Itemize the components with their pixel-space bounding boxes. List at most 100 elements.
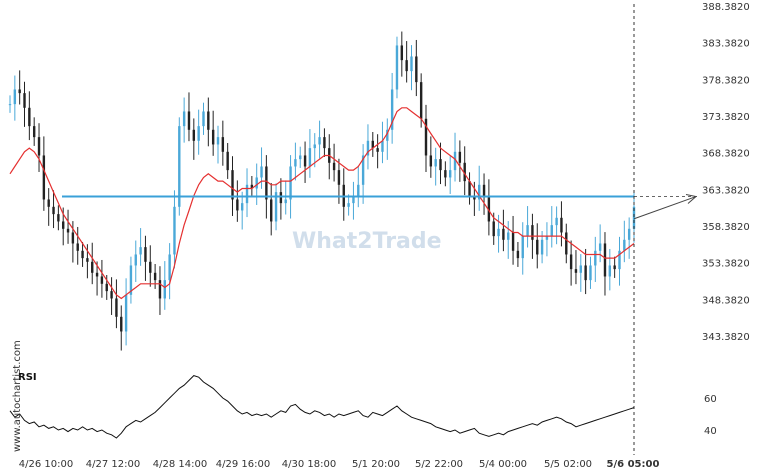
price-tick-label: 373.3820 [702,112,750,123]
candle-body [584,265,587,281]
candle-body [124,294,128,332]
candle-body [458,151,462,163]
candle-body [332,162,336,171]
projection-arrow [633,196,697,220]
time-axis: 4/26 10:00 4/27 12:00 4/28 14:00 4/29 16:00… [19,459,660,470]
candle-body [434,159,437,167]
time-tick-label: 4/27 12:00 [86,459,140,470]
candle-body [255,177,258,189]
candle-body [13,89,17,105]
candle-body [536,239,539,255]
candle-body [250,184,254,189]
time-tick-label: 4/28 14:00 [153,459,207,470]
candle-body [289,166,292,200]
candle-body [129,265,133,295]
candle-body [463,162,466,182]
candle-body [627,228,631,240]
price-tick-label: 368.3820 [702,149,750,160]
candle-body [574,269,578,273]
candle-body [284,199,287,204]
candle-body [323,137,326,149]
candle-body [279,192,283,204]
candle-body [178,126,181,207]
candle-body [71,232,75,244]
candle-body [565,232,568,255]
moving-average-line [9,107,635,300]
candle-body [187,111,191,130]
candle-body [376,148,379,152]
candle-body [226,151,229,171]
candle-body [531,225,534,240]
time-tick-label: 5/4 00:00 [479,459,527,470]
candle-body [492,221,495,237]
candle-body [105,283,108,292]
candle-body [18,89,21,94]
candle-body [86,258,89,262]
candle-body [192,129,196,141]
rsi-tick-label: 60 [704,394,717,405]
candle-body [390,89,394,130]
candle-body [120,316,123,332]
candle-body [37,137,41,156]
candle-body [115,298,118,317]
candle-body [497,228,500,237]
candle-body [608,265,612,277]
candle-body [168,254,171,281]
candle-body [139,247,142,255]
candle-body [207,111,210,130]
side-watermark: www.autochartist.com [12,340,23,452]
candle-body [245,184,249,204]
candle-body [47,199,50,207]
candle-body [371,140,374,149]
candle-body [57,214,60,222]
candle-body [468,181,471,196]
candle-body [91,261,94,273]
time-tick-label: 5/5 02:00 [544,459,592,470]
candle-body [473,195,476,200]
candle-body [453,151,457,171]
candle-body [313,144,316,149]
rsi-tick-label: 40 [704,426,717,437]
candle-body [357,184,360,196]
candle-body [236,199,239,211]
candle-body [540,239,544,255]
candle-body [216,137,220,145]
price-tick-label: 363.3820 [702,185,750,196]
rsi-label: RSI [18,372,37,383]
candle-body [424,118,428,156]
candle-body [149,261,152,273]
price-tick-label: 353.3820 [702,259,750,270]
candle-body [405,60,408,72]
candle-body [211,129,215,145]
candle-body [594,250,597,266]
candle-body [366,140,370,156]
candle-body [318,137,321,145]
candle-body [545,236,549,240]
candle-body [260,166,263,178]
candle-body [400,45,404,61]
candle-body [270,199,273,222]
candle-body [163,280,166,299]
candle-body [110,291,113,299]
time-tick-label: 4/30 18:00 [282,459,336,470]
candle-body [439,159,442,171]
rsi-line [9,375,635,439]
candle-body [550,225,553,237]
candle-body [560,217,563,233]
candle-body [144,247,147,262]
candle-body [299,155,302,160]
candle-body [555,217,558,226]
candle-body [502,228,505,240]
candle-body [623,239,626,251]
candle-body [632,206,636,229]
candle-body [511,232,515,251]
candle-body [153,272,157,281]
candle-body [62,221,65,229]
candle-body [448,170,452,178]
candle-body [410,56,413,72]
candle-body [478,184,481,200]
candle-body [66,228,70,233]
price-tick-label: 388.3820 [702,2,750,13]
